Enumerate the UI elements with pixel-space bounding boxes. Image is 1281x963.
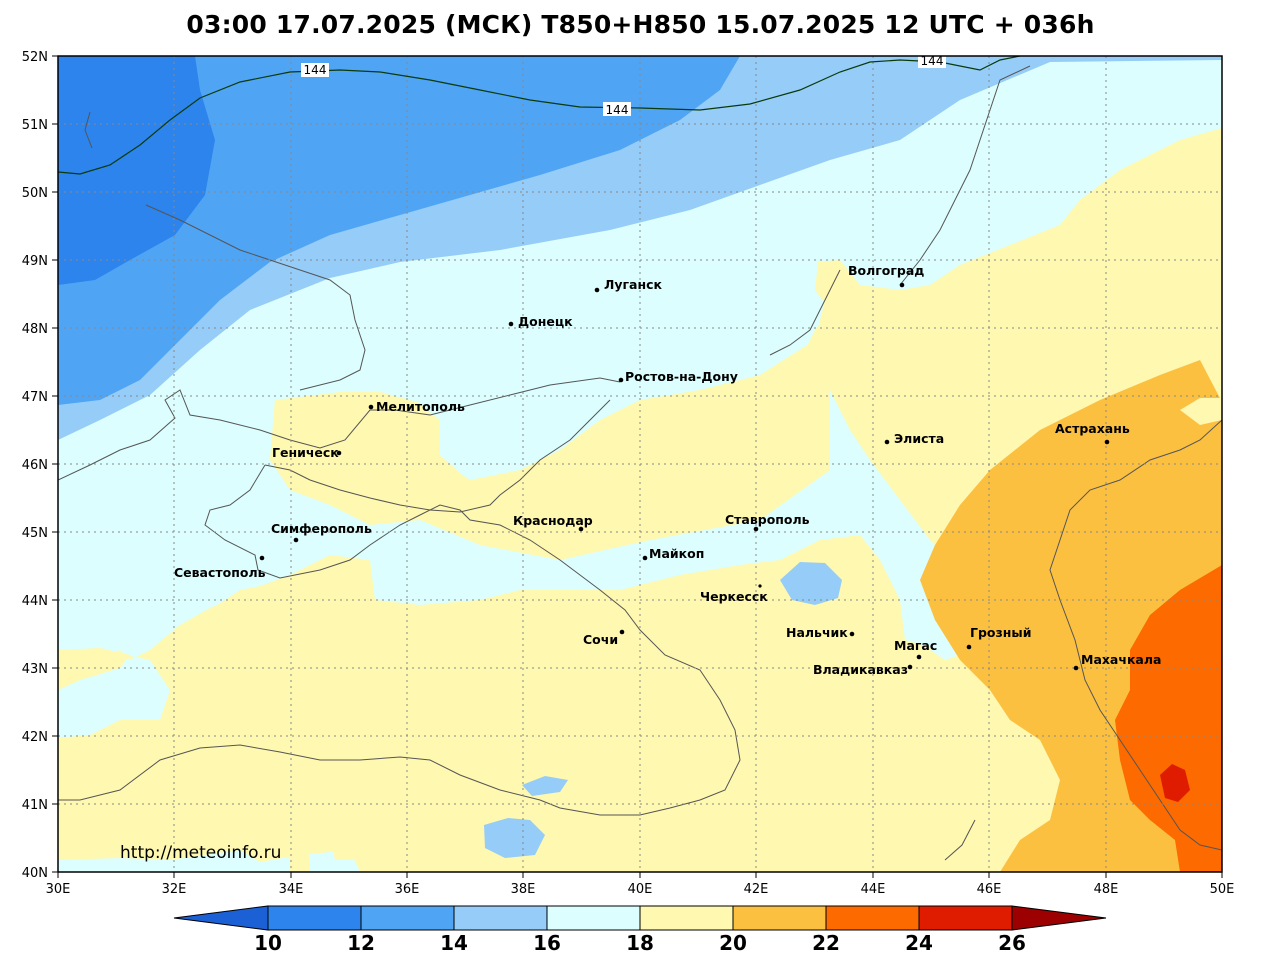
city-marker-nalchik <box>849 631 855 637</box>
city-label-lugansk: Луганск <box>604 277 663 292</box>
city-marker-makhachkala <box>1073 665 1079 671</box>
lon-label: 44E <box>861 882 886 897</box>
city-label-grozny: Грозный <box>970 625 1031 640</box>
city-marker-donetsk <box>508 321 514 327</box>
lat-label: 51N <box>22 118 48 133</box>
lat-label: 49N <box>22 254 48 269</box>
lon-label: 32E <box>162 882 187 897</box>
colorbar-extend-low <box>173 905 269 931</box>
city-marker-volgograd <box>899 282 905 288</box>
city-marker-melitopol <box>368 404 374 410</box>
lat-label: 52N <box>22 50 48 65</box>
lon-label: 50E <box>1210 882 1235 897</box>
lon-label: 46E <box>977 882 1002 897</box>
lon-label: 38E <box>511 882 536 897</box>
contour-label-2: 144 <box>606 103 629 117</box>
city-label-sevastopol: Севастополь <box>174 565 266 580</box>
latitude-labels: 52N 51N 50N 49N 48N 47N 46N 45N 44N 43N … <box>22 50 48 881</box>
lon-label: 30E <box>46 882 71 897</box>
band-10-12 <box>58 56 215 285</box>
colorbar-label: 12 <box>347 931 375 955</box>
lat-label: 48N <box>22 322 48 337</box>
city-label-astrakhan: Астрахань <box>1055 421 1130 436</box>
city-marker-vladikavkaz <box>907 664 913 670</box>
longitude-labels: 30E 32E 34E 36E 38E 40E 42E 44E 46E 48E … <box>46 882 1235 897</box>
source-url: http://meteoinfo.ru <box>120 843 281 863</box>
city-label-cherkessk: Черкесск <box>700 589 768 604</box>
colorbar-label: 10 <box>254 931 282 955</box>
lon-label: 48E <box>1094 882 1119 897</box>
city-marker-lugansk <box>594 287 600 293</box>
city-label-sochi: Сочи <box>583 632 618 647</box>
grid-lines <box>58 56 1222 872</box>
city-label-maikop: Майкоп <box>649 546 704 561</box>
city-marker-simferopol <box>293 537 299 543</box>
city-label-simferopol: Симферополь <box>271 521 372 536</box>
lat-label: 44N <box>22 594 48 609</box>
city-marker-genichesk <box>336 450 342 456</box>
city-marker-rostov <box>618 377 624 383</box>
lon-label: 42E <box>744 882 769 897</box>
colorbar-label: 18 <box>626 931 654 955</box>
colorbar-label: 22 <box>812 931 840 955</box>
city-marker-krasnodar <box>578 526 584 532</box>
city-label-elista: Элиста <box>894 431 944 446</box>
axis-ticks <box>52 55 1223 878</box>
lon-label: 36E <box>395 882 420 897</box>
contour-label-3: 144 <box>921 54 944 68</box>
lon-label: 34E <box>279 882 304 897</box>
city-label-magas: Магас <box>894 638 937 653</box>
band-14-16-patch <box>780 562 842 605</box>
city-label-vladikavkaz: Владикавказ <box>813 662 908 677</box>
city-marker-stavropol <box>753 526 759 532</box>
colorbar: 10 12 14 16 18 20 22 24 26 <box>173 905 1107 955</box>
city-label-donetsk: Донецк <box>518 314 573 329</box>
city-marker-maikop <box>642 555 648 561</box>
city-label-rostov: Ростов-на-Дону <box>625 369 738 384</box>
city-label-genichesk: Геническ <box>272 445 339 460</box>
city-marker-astrakhan <box>1104 439 1110 445</box>
cities: Луганск Донецк Волгоград Ростов-на-Дону … <box>174 263 1161 677</box>
city-label-stavropol: Ставрополь <box>725 512 810 527</box>
colorbar-label: 20 <box>719 931 747 955</box>
band-24-26 <box>1160 764 1190 802</box>
city-label-volgograd: Волгоград <box>848 263 924 278</box>
lat-label: 47N <box>22 390 48 405</box>
lon-label: 40E <box>628 882 653 897</box>
city-label-melitopol: Мелитополь <box>376 399 465 414</box>
colorbar-label: 24 <box>905 931 933 955</box>
city-marker-grozny <box>966 644 972 650</box>
band-22-24 <box>1115 565 1222 872</box>
lat-label: 40N <box>22 866 48 881</box>
band-12-14 <box>58 56 740 405</box>
lat-label: 41N <box>22 798 48 813</box>
lat-label: 45N <box>22 526 48 541</box>
lat-label: 43N <box>22 662 48 677</box>
lat-label: 46N <box>22 458 48 473</box>
city-marker-magas <box>916 654 922 660</box>
lat-label: 50N <box>22 186 48 201</box>
lat-label: 42N <box>22 730 48 745</box>
colorbar-label: 14 <box>440 931 468 955</box>
city-marker-cherkessk <box>758 584 762 588</box>
map-title: 03:00 17.07.2025 (МСК) T850+H850 15.07.2… <box>186 10 1095 39</box>
city-label-nalchik: Нальчик <box>786 625 848 640</box>
colorbar-extend-high <box>1011 905 1107 931</box>
contour-label-1: 144 <box>304 63 327 77</box>
city-marker-elista <box>884 439 890 445</box>
city-label-krasnodar: Краснодар <box>513 513 593 528</box>
contour-144 <box>58 56 1021 175</box>
city-marker-sochi <box>619 629 625 635</box>
colorbar-label: 26 <box>998 931 1026 955</box>
city-marker-sevastopol <box>259 555 265 561</box>
colorbar-label: 16 <box>533 931 561 955</box>
city-label-makhachkala: Махачкала <box>1081 652 1161 667</box>
